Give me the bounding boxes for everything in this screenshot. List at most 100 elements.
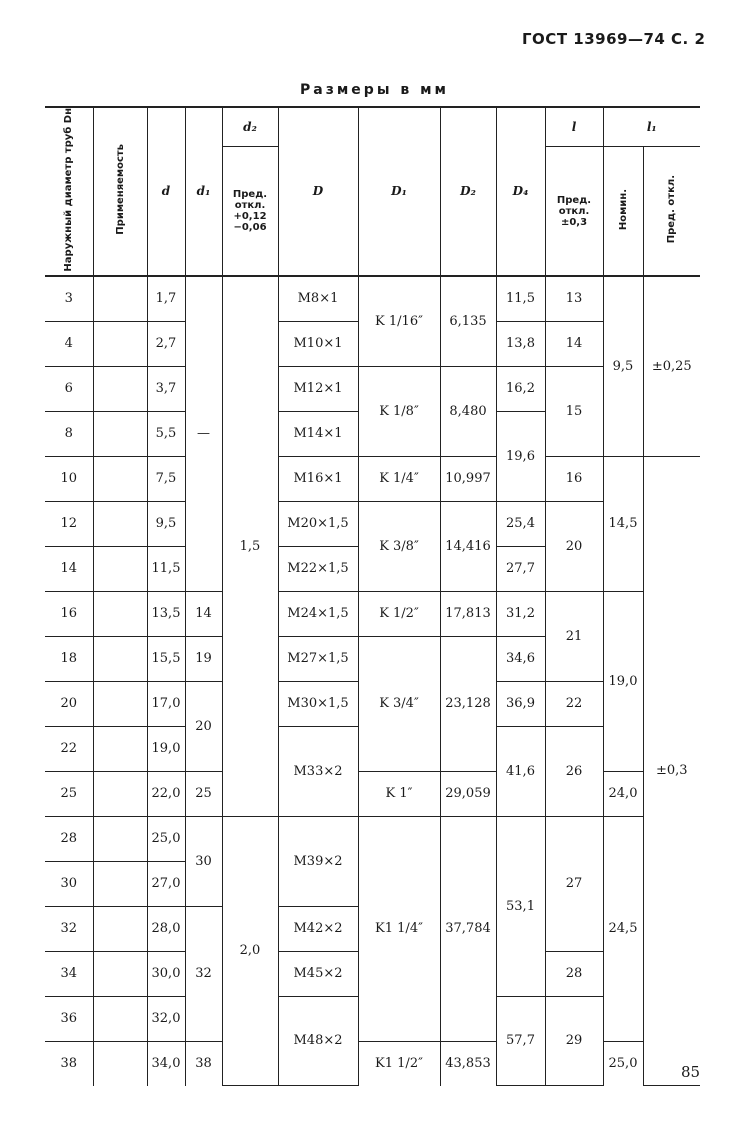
cell-D4: 34,6 — [495, 635, 545, 682]
col-d2-tolerance: Пред. откл. +0,12 −0,06 — [222, 146, 279, 277]
table-row: 12 9,5 M20×1,5 K 3/8″ 14,416 25,4 20 — [45, 500, 700, 592]
cell-d1: 19 — [184, 635, 223, 682]
cell-d: 9,5 — [146, 500, 186, 547]
table-row: 8 5,5 M14×1 19,6 — [45, 410, 700, 502]
cell-usage — [92, 680, 148, 727]
cell-l: 20 — [544, 500, 603, 592]
cell-D: M12×1 — [277, 365, 359, 412]
cell-l1-nom: 24,5 — [602, 815, 643, 1042]
cell-D: M16×1 — [277, 455, 359, 502]
cell-D4: 57,7 — [495, 995, 546, 1087]
cell-D: M8×1 — [277, 275, 359, 322]
cell-usage — [92, 365, 148, 412]
table-row: 25 22,0 25 K 1″ 29,059 24,0 — [45, 770, 700, 817]
cell-D4: 13,8 — [495, 320, 546, 367]
cell-l: 29 — [544, 995, 603, 1087]
col-D1: D₁ — [357, 106, 441, 277]
cell-dn: 28 — [45, 815, 94, 862]
cell-D: M48×2 — [277, 995, 359, 1087]
cell-dn: 32 — [45, 905, 94, 952]
cell-dn: 30 — [45, 860, 94, 907]
cell-D2: 14,416 — [439, 500, 497, 592]
cell-l: 14 — [544, 320, 603, 367]
cell-d: 11,5 — [146, 545, 186, 592]
cell-l: 16 — [544, 455, 604, 502]
cell-dn: 14 — [45, 545, 94, 592]
cell-l: 22 — [544, 680, 603, 727]
cell-d: 2,7 — [146, 320, 186, 367]
cell-D: M10×1 — [277, 320, 359, 367]
page-number: 85 — [681, 1063, 701, 1081]
cell-dn: 3 — [45, 275, 94, 322]
cell-D: M33×2 — [277, 725, 359, 817]
col-l1-tolerance-label: Пред. откл. — [666, 175, 678, 244]
col-usage-label: Применяемость — [114, 144, 126, 236]
cell-usage — [92, 545, 148, 592]
cell-dn: 10 — [45, 455, 94, 502]
col-D: D — [277, 106, 359, 277]
cell-l1-nom: 24,0 — [602, 770, 643, 817]
col-outer-diameter: Наружный диаметр труб Dн — [45, 106, 94, 277]
cell-D: M27×1,5 — [277, 635, 359, 682]
col-D2: D₂ — [439, 106, 497, 277]
cell-D4: 19,6 — [495, 410, 545, 502]
cell-d: 32,0 — [146, 995, 186, 1042]
cell-D2: 29,059 — [439, 770, 497, 817]
cell-D4: 16,2 — [495, 365, 546, 412]
cell-D4: 25,4 — [495, 500, 546, 547]
cell-d1: 25 — [184, 770, 223, 817]
table-row: 32 28,0 32 M42×2 — [45, 905, 700, 1042]
cell-D1: K 3/8″ — [357, 500, 441, 592]
cell-d: 1,7 — [146, 275, 186, 322]
document-code: ГОСТ 13969—74 С. 2 — [522, 30, 706, 48]
col-outer-diameter-label: Наружный диаметр труб Dн — [63, 108, 75, 272]
cell-dn: 34 — [45, 950, 94, 997]
cell-usage — [92, 455, 148, 502]
cell-D: M24×1,5 — [277, 590, 359, 637]
cell-D1: K1 1/2″ — [357, 1040, 441, 1086]
cell-l: 13 — [544, 275, 604, 322]
cell-D4: 31,2 — [495, 590, 546, 637]
cell-D1: K 1″ — [357, 770, 441, 817]
cell-d: 19,0 — [146, 725, 186, 772]
cell-usage — [92, 500, 148, 547]
cell-l1-nom: 25,0 — [602, 1040, 643, 1086]
cell-D1: K 1/4″ — [357, 455, 441, 502]
cell-D2: 17,813 — [439, 590, 497, 637]
cell-d1: 32 — [184, 905, 223, 1042]
cell-D4: 36,9 — [495, 680, 546, 727]
cell-D: M20×1,5 — [277, 500, 359, 547]
table-row: 28 25,0 30 2,0 M39×2 K1 1/4″ 37,784 53,1 27 24,5 — [45, 815, 700, 1087]
table-row: 4 2,7 M10×1 13,8 14 — [45, 320, 700, 367]
table-row: 10 7,5 M16×1 K 1/4″ 10,997 16 14,5 ±0,3 — [45, 455, 701, 1087]
cell-l: 27 — [544, 815, 604, 952]
table-row: 34 30,0 M45×2 28 — [45, 950, 700, 997]
cell-dn: 20 — [45, 680, 94, 727]
cell-d: 25,0 — [146, 815, 186, 862]
cell-usage — [92, 950, 148, 997]
table-row: 36 32,0 M48×2 57,7 29 — [45, 995, 700, 1087]
table-row: 14 11,5 M22×1,5 27,7 — [45, 545, 700, 592]
table-row: 16 13,5 14 M24×1,5 K 1/2″ 17,813 31,2 21 19,0 — [45, 590, 700, 772]
cell-D2: 6,135 — [439, 275, 497, 367]
cell-l: 21 — [544, 590, 604, 682]
cell-usage — [92, 590, 148, 637]
cell-D1: K 3/4″ — [357, 635, 441, 772]
cell-D1: K1 1/4″ — [357, 815, 441, 1042]
cell-D4: 41,6 — [495, 725, 546, 817]
col-D4: D₄ — [495, 106, 546, 277]
cell-D: M30×1,5 — [277, 680, 359, 727]
cell-D1: K 1/8″ — [357, 365, 441, 457]
cell-l1-tol: ±0,3 — [642, 455, 701, 1087]
table-row: 22 19,0 M33×2 41,6 26 — [45, 725, 700, 817]
dimensions-table: Наружный диаметр труб Dн Применяемость d… — [45, 106, 701, 1087]
cell-d2: 2,0 — [221, 815, 279, 1087]
cell-d: 13,5 — [146, 590, 186, 637]
cell-usage — [92, 815, 148, 862]
cell-d2: 1,5 — [221, 275, 279, 817]
cell-D: M42×2 — [277, 905, 358, 952]
table-row: 38 34,0 38 K1 1/2″ 43,853 25,0 — [45, 1040, 700, 1086]
col-l1: l₁ — [602, 106, 701, 148]
cell-usage — [92, 860, 148, 907]
cell-l: 26 — [544, 725, 603, 817]
